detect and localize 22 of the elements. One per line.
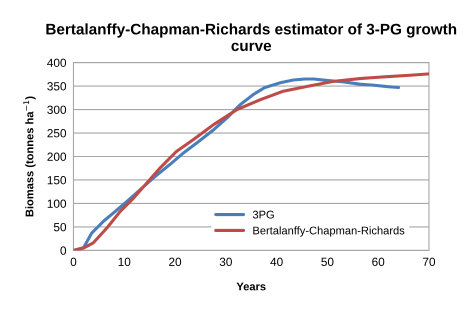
x-tick-label: 50 xyxy=(321,258,334,266)
legend-label: 3PG xyxy=(252,210,274,219)
y-tick-label: 400 xyxy=(47,58,66,67)
legend-label: Bertalanffy-Chapman-Richards xyxy=(253,226,404,237)
y-tick-label: 0 xyxy=(60,246,66,255)
y-tick-label: 300 xyxy=(47,106,66,114)
x-tick-label: 60 xyxy=(372,258,384,266)
y-tick-label: 150 xyxy=(48,176,66,184)
y-tick-label: 250 xyxy=(47,129,66,138)
x-axis-title: Years xyxy=(236,282,266,290)
y-tick-label: 200 xyxy=(47,152,66,161)
x-tick-label: 30 xyxy=(220,258,232,266)
x-tick-label: 70 xyxy=(423,258,436,266)
y-tick-label: 350 xyxy=(47,82,66,90)
x-tick-label: 0 xyxy=(70,258,76,266)
y-tick-label: 50 xyxy=(54,222,66,232)
x-tick-label: 10 xyxy=(118,258,130,266)
x-tick-label: 40 xyxy=(270,258,283,266)
chart-title: Bertalanffy-Chapman-Richards estimator of 3-PG growth curve xyxy=(46,23,456,52)
x-tick-label: 20 xyxy=(169,258,182,266)
y-axis-title: Biomass (tonnes ha$^{−1}$) xyxy=(23,96,36,216)
y-tick-label: 100 xyxy=(48,199,66,208)
